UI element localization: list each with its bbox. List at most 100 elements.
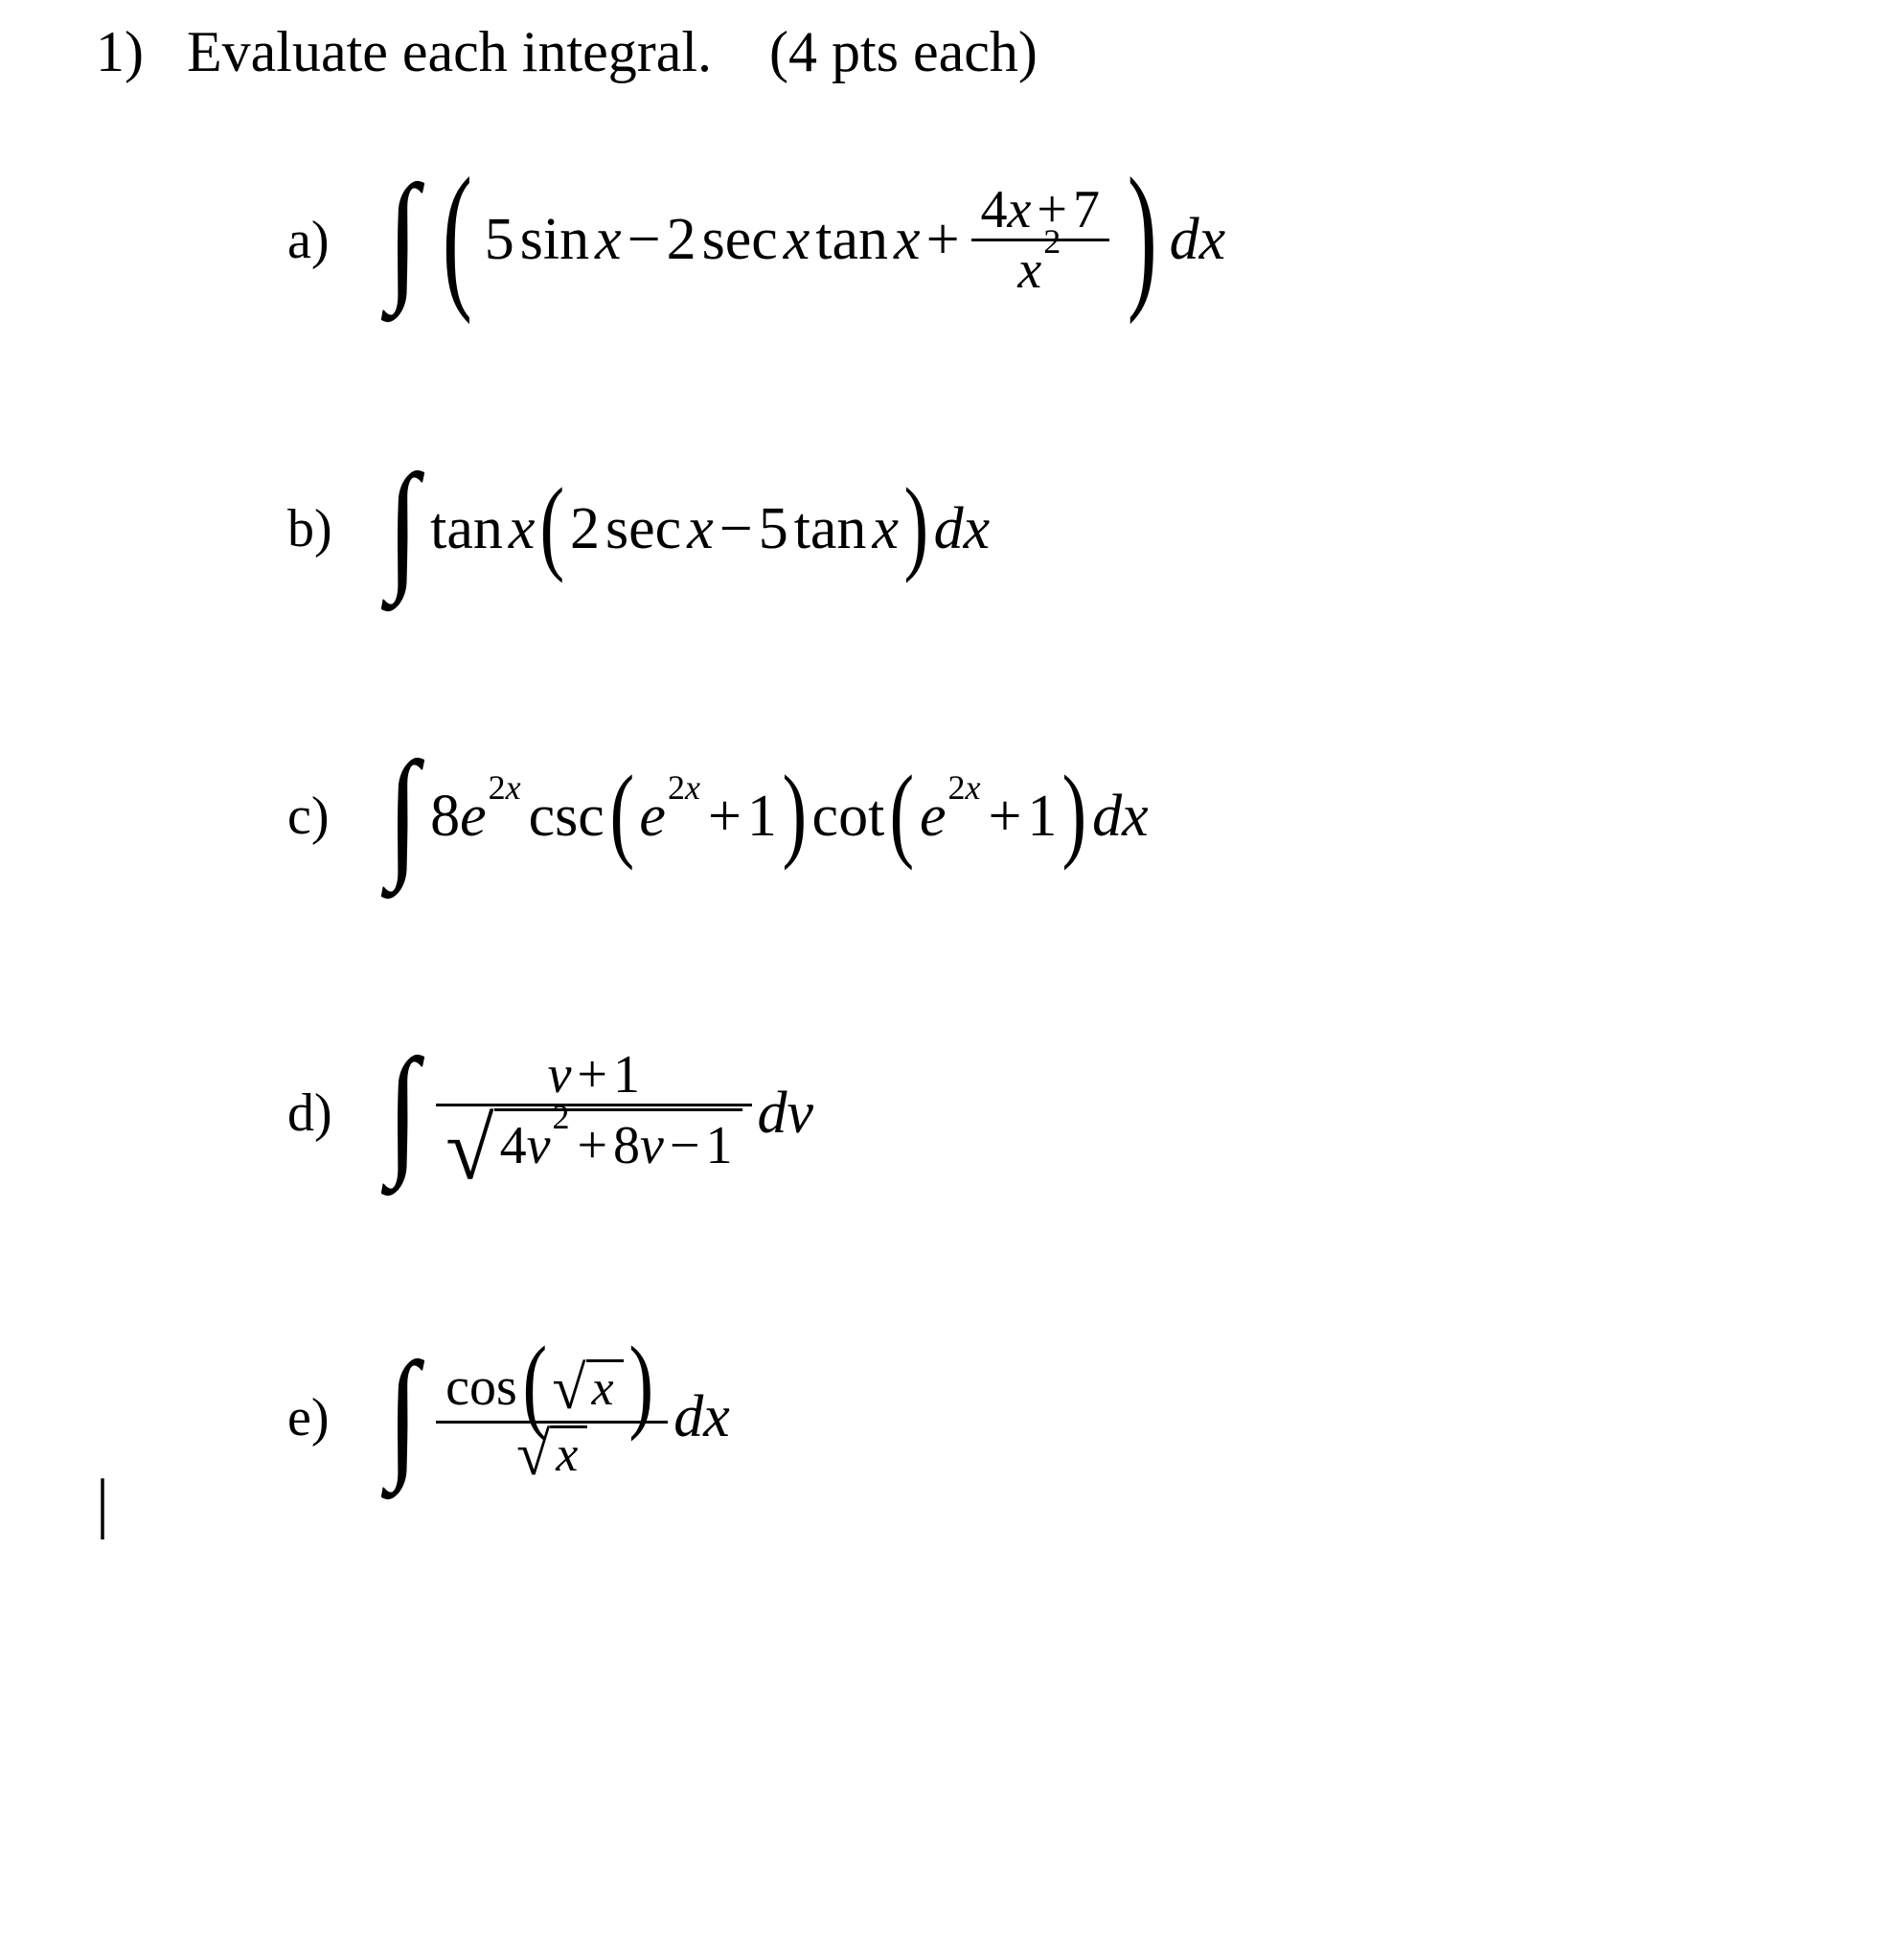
sqrt: √ 4 v 2 + 8 v − 1 (445, 1108, 742, 1179)
radical-icon: √ (516, 1429, 550, 1484)
num: 4 (981, 183, 1008, 237)
fraction: 4 x + 7 x 2 (971, 181, 1109, 299)
integral-icon: ∫ (387, 763, 419, 863)
text-cursor-icon: | (96, 1466, 109, 1542)
item-a: a) ∫ ( 5 sin x − 2 sec x tan x + (287, 181, 1798, 299)
var-v: v (640, 1119, 664, 1173)
item-b: b) ∫ tan x ( 2 sec x − 5 tan x ) dx (287, 471, 1798, 586)
lparen-icon: ( (443, 186, 472, 284)
var-x: x (509, 495, 536, 563)
var-x: x (894, 206, 921, 274)
integral-icon: ∫ (387, 186, 419, 286)
fn-cos: cos (445, 1360, 517, 1414)
var-x: x (784, 206, 810, 274)
fn-tan: tan (430, 495, 503, 563)
rparen-icon: ) (1062, 781, 1087, 844)
items-list: a) ∫ ( 5 sin x − 2 sec x tan x + (172, 181, 1798, 1482)
item-c-expr: ∫ 8 e 2x csc ( e 2x + 1 ) cot ( e (383, 766, 1149, 867)
var-e: e (639, 783, 666, 851)
plus-icon: + (988, 783, 1021, 851)
exp: x (965, 768, 980, 807)
question-prompt: Evaluate each integral. (187, 20, 712, 83)
fraction: cos ( √ x ) √ (436, 1354, 668, 1482)
var-x: x (872, 495, 899, 563)
item-d-expr: ∫ v + 1 √ 4 v 2 (383, 1046, 813, 1181)
exp: 2 (668, 768, 685, 807)
item-a-expr: ∫ ( 5 sin x − 2 sec x tan x + (383, 181, 1225, 299)
differential: dv (758, 1080, 814, 1148)
fn-tan: tan (794, 495, 867, 563)
rparen-icon: ) (903, 493, 928, 557)
coef: 5 (485, 206, 514, 274)
coef: 2 (570, 495, 600, 563)
question-points: (4 pts each) (769, 20, 1038, 83)
item-a-label: a) (287, 210, 383, 271)
var-e: e (920, 783, 947, 851)
fn-sec: sec (702, 206, 778, 274)
lparen-icon: ( (540, 493, 565, 557)
exp: 2 (489, 768, 506, 807)
num: 1 (706, 1119, 733, 1173)
var-x: x (556, 1430, 578, 1480)
fn-csc: csc (529, 783, 605, 851)
item-b-label: b) (287, 498, 383, 559)
exp: 2 (552, 1100, 569, 1134)
var-v: v (527, 1119, 551, 1173)
rparen-icon: ) (1128, 186, 1157, 284)
integral-icon: ∫ (387, 475, 419, 576)
rparen-icon: ) (782, 781, 807, 844)
exp: x (685, 768, 700, 807)
var-x: x (687, 495, 714, 563)
rparen-icon: ) (628, 1352, 653, 1415)
var-v: v (548, 1048, 572, 1102)
item-d-label: d) (287, 1083, 383, 1144)
plus-icon: + (926, 206, 960, 274)
differential: dx (934, 495, 991, 563)
var-x: x (592, 1364, 614, 1414)
item-e: e) ∫ cos ( √ x ) (287, 1354, 1798, 1482)
item-e-label: e) (287, 1387, 383, 1448)
num: 4 (500, 1119, 527, 1173)
differential: dx (1092, 783, 1149, 851)
plus-icon: + (577, 1119, 607, 1173)
num: 8 (613, 1119, 640, 1173)
plus-icon: + (708, 783, 742, 851)
worksheet-page: 1) Evaluate each integral. (4 pts each) … (0, 0, 1894, 1960)
minus-icon: − (719, 495, 753, 563)
exp: x (506, 768, 521, 807)
lparen-icon: ( (609, 781, 634, 844)
integral-icon: ∫ (387, 1363, 419, 1464)
fraction: v + 1 √ 4 v 2 + 8 (436, 1046, 751, 1181)
var-e: e (460, 783, 487, 851)
num: 1 (613, 1048, 640, 1102)
lparen-icon: ( (890, 781, 915, 844)
fn-sin: sin (520, 206, 589, 274)
question-number: 1) (96, 19, 172, 85)
minus-icon: − (670, 1119, 700, 1173)
radical-icon: √ (552, 1363, 585, 1418)
exponent: 2 (1043, 224, 1061, 259)
item-b-expr: ∫ tan x ( 2 sec x − 5 tan x ) dx (383, 479, 990, 580)
var-x: x (595, 206, 622, 274)
item-d: d) ∫ v + 1 √ 4 v (287, 1046, 1798, 1181)
minus-icon: − (628, 206, 661, 274)
num: 7 (1073, 183, 1100, 237)
fn-sec: sec (605, 495, 681, 563)
num: 1 (747, 783, 777, 851)
question-header: 1) Evaluate each integral. (4 pts each) (172, 19, 1798, 85)
fn-tan: tan (815, 206, 888, 274)
var-x: x (1017, 243, 1041, 297)
plus-icon: + (577, 1048, 607, 1102)
differential: dx (673, 1383, 730, 1451)
coef: 8 (430, 783, 460, 851)
sqrt: √ x (516, 1425, 587, 1480)
lparen-icon: ( (522, 1352, 547, 1415)
item-c: c) ∫ 8 e 2x csc ( e 2x + 1 ) cot ( (287, 759, 1798, 874)
item-c-label: c) (287, 786, 383, 847)
item-e-expr: ∫ cos ( √ x ) (383, 1354, 730, 1482)
coef: 5 (759, 495, 788, 563)
num: 1 (1027, 783, 1057, 851)
differential: dx (1170, 206, 1226, 274)
integral-icon: ∫ (387, 1060, 419, 1160)
fn-cot: cot (812, 783, 885, 851)
